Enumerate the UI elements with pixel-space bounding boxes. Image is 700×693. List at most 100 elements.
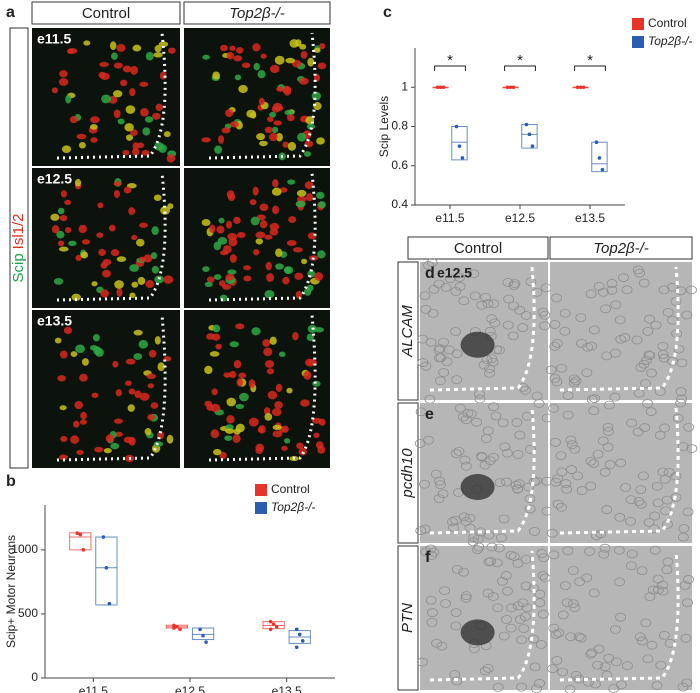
legend-swatch [632,36,644,48]
cell [517,598,529,608]
cell [450,449,462,458]
cell [101,94,111,104]
cell [283,86,292,96]
cell [575,313,587,323]
cell [458,567,470,577]
cell [317,250,326,259]
cell [525,444,536,454]
cell [70,351,78,357]
cell [127,404,135,412]
cell [462,408,474,418]
cell [488,299,500,309]
cell [551,293,562,303]
data-point [268,627,273,632]
cell [284,109,294,116]
cell [131,281,139,288]
cell [642,326,654,336]
cell [505,550,517,560]
cell [476,451,487,461]
cell [610,625,621,634]
cell [602,422,614,432]
cell [484,364,496,374]
cell [241,62,251,69]
cell [439,586,450,596]
cell [116,44,126,52]
cell [497,576,508,586]
cell [294,272,304,280]
cell [677,682,689,692]
cell [683,575,694,584]
cell [444,274,456,284]
cell [125,358,136,365]
cell [585,481,597,491]
cell [239,392,249,402]
cell [65,94,72,104]
cell [285,57,295,64]
cell [272,430,283,438]
cell [552,474,564,484]
frame [407,236,549,260]
cell [58,246,69,252]
cell [425,595,437,605]
cell [435,480,446,490]
cell [615,334,627,344]
cell [569,444,581,454]
cell [640,618,652,628]
cell [53,278,64,285]
cell [677,442,689,451]
cell [635,363,647,372]
cell [502,320,514,330]
cell [638,278,650,288]
cell [588,459,600,468]
stain [460,619,495,646]
cell [163,275,174,284]
cell [255,446,264,455]
cell [132,44,142,52]
cell [430,469,442,479]
cell [437,489,449,499]
cell [484,368,495,378]
cell [75,344,85,354]
cell [226,51,234,60]
cell [450,608,462,618]
cell [553,628,565,638]
cell [124,123,134,132]
cell [582,342,594,352]
cell [147,413,156,421]
cell [498,514,510,524]
cell [102,269,112,278]
cell [60,435,68,442]
cell [81,239,91,245]
cell [444,345,455,355]
cell [235,423,245,433]
cell [566,465,577,474]
cell [281,445,288,451]
cell [269,222,280,231]
cell [122,65,132,73]
data-point [198,627,202,632]
cell [476,452,488,462]
cell [316,137,325,145]
cell [433,494,445,504]
cell [657,349,669,359]
significance: * [587,52,593,69]
cell [518,624,530,633]
cell [160,206,171,215]
box [521,124,538,149]
data-point [600,167,605,172]
cell [105,434,115,443]
cell [236,47,244,54]
cell [80,251,89,259]
cell [626,418,637,428]
cell [212,324,221,333]
cell [550,629,562,639]
x-tick-label: e11.5 [79,684,108,693]
data-point [527,132,532,137]
cell [438,337,449,347]
cell [153,194,162,201]
stage-label: e11.5 [37,31,71,47]
cell [64,227,72,234]
cell [142,127,151,136]
cell [110,442,120,450]
significance-bracket [434,65,466,71]
